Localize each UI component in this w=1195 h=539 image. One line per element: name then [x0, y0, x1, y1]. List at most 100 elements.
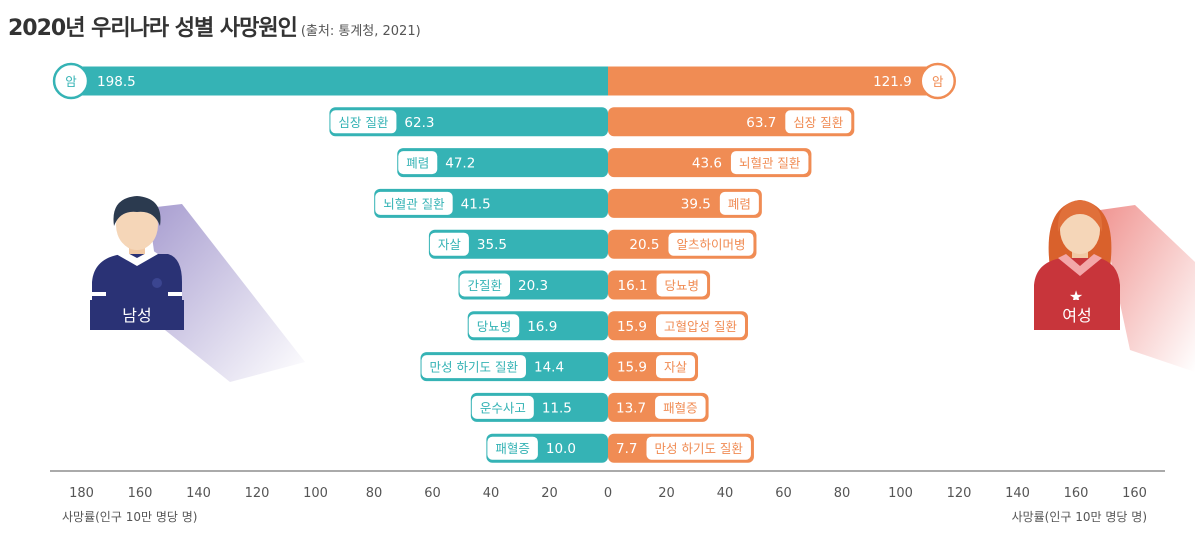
female-cause-label: 패혈증 [663, 400, 698, 415]
female-badge [1034, 300, 1120, 330]
female-cause-label: 암 [932, 74, 944, 89]
female-cause-label-badge [785, 110, 852, 134]
female-cause-label: 자살 [664, 360, 688, 375]
male-cause-label-badge [471, 395, 534, 419]
x-tick-label: 60 [775, 486, 792, 501]
female-value-label: 15.9 [617, 319, 647, 335]
x-axis-title-left: 사망률(인구 10만 명당 명) [62, 510, 198, 524]
x-axis-ticks: 180 160 140 120 100 80 60 40 20 0 20 40 60 80 100 120 14… [69, 486, 1147, 501]
male-row: 운수사고 11.5 [470, 392, 608, 422]
x-tick-label: 0 [604, 486, 612, 501]
female-cause-label-badge [656, 273, 708, 297]
male-badge-label: 남성 [122, 306, 151, 325]
female-row: 만성 하기도 질환 7.7 [608, 433, 754, 463]
female-cause-label-badge [919, 62, 956, 100]
female-figure-collar [1058, 254, 1102, 276]
male-cause-label: 심장 질환 [338, 115, 388, 130]
female-cause-label: 고혈압성 질환 [664, 319, 737, 334]
male-cause-label-badge [330, 110, 397, 134]
male-cause-label-badge [375, 191, 453, 215]
female-value-label: 121.9 [873, 74, 912, 90]
male-value-label: 41.5 [461, 196, 491, 212]
male-value-label: 47.2 [445, 156, 475, 172]
male-cause-label-badge [487, 436, 538, 460]
female-cause-label: 당뇨병 [665, 278, 700, 293]
male-row: 자살 35.5 [428, 229, 608, 259]
male-cause-label: 폐렴 [406, 156, 429, 171]
male-figure-stripes [92, 292, 106, 296]
male-row: 뇌혈관 질환 41.5 [374, 188, 608, 218]
female-cause-label-badge [668, 232, 754, 256]
female-cause-label: 만성 하기도 질환 [654, 441, 743, 456]
x-tick-label: 180 [69, 486, 94, 501]
female-row: 자살 15.9 [608, 352, 699, 382]
male-figure-collar [116, 250, 158, 266]
x-tick-label: 60 [424, 486, 441, 501]
female-bar [608, 66, 938, 96]
x-tick-label: 120 [245, 486, 270, 501]
male-badge [90, 300, 184, 330]
male-bar [428, 229, 608, 259]
female-figure-shadow [1100, 205, 1195, 372]
male-figure-emblem [152, 278, 162, 288]
female-cause-label-badge [656, 314, 745, 338]
female-figure-hair [1057, 200, 1103, 232]
x-tick-label: 40 [717, 486, 734, 501]
male-row: 패혈증 10.0 [486, 433, 608, 463]
female-figure-illustration: ★ [1034, 200, 1195, 372]
x-tick-label: 40 [483, 486, 500, 501]
female-cause-label: 폐렴 [728, 196, 751, 211]
male-row: 간질환 20.3 [458, 270, 608, 300]
male-figure-shadow [148, 204, 305, 382]
male-cause-label-badge [421, 355, 526, 379]
male-cause-label: 자살 [438, 237, 462, 252]
male-bar [397, 148, 608, 178]
male-row: 암 198.5 [52, 62, 609, 100]
female-row: 뇌혈관 질환 43.6 [608, 148, 812, 178]
male-cause-label: 패혈증 [495, 441, 530, 456]
x-tick-label: 20 [541, 486, 558, 501]
female-cause-label-badge [655, 395, 706, 419]
male-value-label: 14.4 [534, 360, 564, 376]
page-title: 2020년 우리나라 성별 사망원인 [8, 16, 298, 41]
male-row: 당뇨병 16.9 [467, 311, 608, 341]
male-row: 만성 하기도 질환 14.4 [420, 352, 608, 382]
female-figure-face [1060, 206, 1100, 254]
page-subtitle: (출처: 통계청, 2021) [300, 24, 421, 39]
female-row: 알츠하이머병 20.5 [608, 229, 757, 259]
title-block: 2020년 우리나라 성별 사망원인 (출처: 통계청, 2021) [8, 10, 421, 42]
female-cause-label: 알츠하이머병 [676, 237, 745, 252]
female-value-label: 20.5 [629, 237, 659, 253]
x-axis-title-right: 사망률(인구 10만 명당 명) [1011, 510, 1147, 524]
male-value-label: 20.3 [518, 278, 548, 294]
female-row: 폐렴 39.5 [608, 188, 762, 218]
female-cause-label-badge [719, 191, 759, 215]
male-bar [329, 107, 608, 137]
male-cause-label-badge [459, 273, 511, 297]
x-tick-label: 140 [186, 486, 211, 501]
bar-rows: 암 198.5 심장 질환 62.3 폐렴 47.2 뇌혈관 질환 41.5 자살 35.5 간질환… [52, 62, 956, 463]
male-cause-label-badge [429, 232, 469, 256]
male-cause-label: 당뇨병 [477, 319, 512, 334]
male-value-label: 62.3 [404, 115, 434, 131]
female-value-label: 43.6 [692, 156, 722, 172]
x-tick-label: 160 [1122, 486, 1147, 501]
male-figure-illustration [92, 196, 305, 382]
male-row: 폐렴 47.2 [397, 148, 608, 178]
female-cause-label: 뇌혈관 질환 [739, 156, 801, 171]
female-badge-label: 여성 [1062, 306, 1091, 325]
male-cause-label: 뇌혈관 질환 [383, 196, 445, 211]
male-figure-hair [113, 196, 161, 226]
female-row: 고혈압성 질환 15.9 [608, 311, 748, 341]
female-value-label: 63.7 [746, 115, 776, 131]
male-value-label: 10.0 [546, 441, 576, 457]
male-cause-label-badge [52, 62, 90, 100]
male-cause-label: 운수사고 [480, 400, 526, 415]
female-row: 심장 질환 63.7 [608, 107, 855, 137]
female-cause-label-badge [656, 355, 696, 379]
male-cause-label-badge [398, 151, 438, 175]
male-row: 심장 질환 62.3 [329, 107, 608, 137]
x-tick-label: 160 [1064, 486, 1089, 501]
male-value-label: 16.9 [527, 319, 557, 335]
